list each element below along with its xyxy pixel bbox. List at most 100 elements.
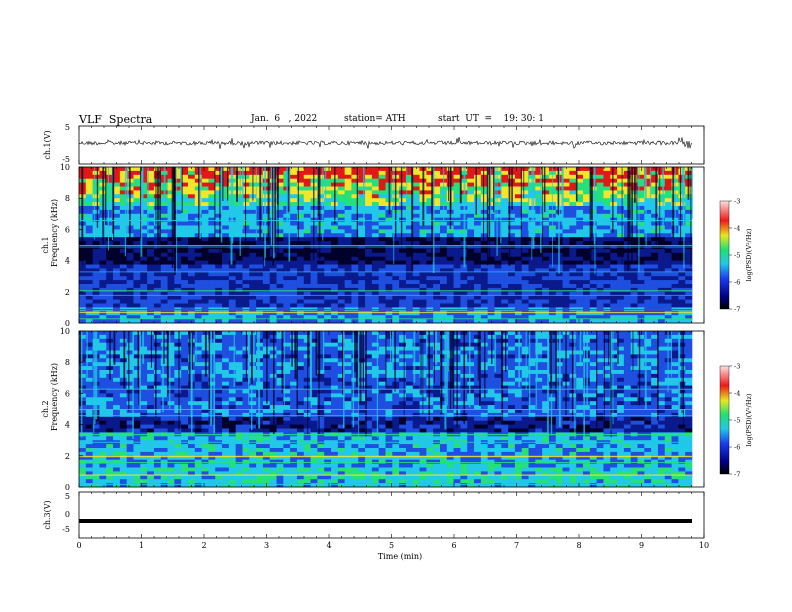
spectrogram-cell (228, 276, 236, 281)
spectrogram-cell (201, 182, 209, 187)
spectrogram-cell (371, 346, 379, 351)
spectrogram-cell (147, 198, 155, 203)
spectrogram-cell (405, 366, 414, 371)
spectrogram-cell (610, 373, 618, 379)
spectrogram-cell (174, 217, 182, 222)
spectrogram-cell (222, 256, 230, 261)
ch1-waveform-ytick-bottom: -5 (62, 155, 70, 164)
spectrogram-cell (194, 311, 202, 316)
spectrogram-cell (426, 315, 434, 320)
spectrogram-cell (385, 303, 393, 308)
spectrogram-cell (671, 366, 679, 371)
spectrogram-cell (208, 315, 216, 320)
spectrogram-cell (119, 190, 127, 195)
spectrogram-cell (446, 291, 454, 296)
spectrogram-cell (596, 213, 604, 218)
spectrogram-cell (365, 241, 373, 246)
spectrogram-cell (215, 295, 223, 300)
spectrogram-cell (201, 198, 209, 203)
spectrogram-cell (262, 272, 271, 277)
spectrogram-cell (365, 366, 373, 371)
spectrogram-cell (283, 358, 291, 363)
spectrogram-cell (521, 248, 529, 254)
spectrogram-cell (358, 225, 366, 230)
spectrogram-cell (235, 303, 243, 308)
spectrogram-cell (337, 280, 345, 285)
spectrogram-cell (167, 276, 175, 281)
spectrogram-cell (399, 334, 407, 340)
spectrogram-cell (419, 272, 427, 277)
spectrogram-cell (385, 248, 393, 254)
spectrogram-cell (514, 311, 523, 316)
spectrogram-cell (596, 311, 604, 316)
spectrogram-cell (106, 276, 114, 281)
spectrogram-cell (630, 342, 638, 347)
spectrogram-cell (596, 272, 604, 277)
sferic-streak (363, 167, 365, 234)
spectrogram-cell (521, 299, 529, 304)
spectrogram-cell (521, 217, 529, 222)
spectrogram-cell (405, 370, 414, 375)
spectrogram-cell (446, 256, 454, 261)
spectrogram-cell (140, 377, 148, 382)
spectrogram-cell (92, 233, 100, 238)
spectrogram-cell (371, 167, 379, 172)
spectrogram-cell (194, 354, 202, 359)
spectrogram-cell (242, 315, 250, 320)
spectrogram-cell (685, 319, 693, 324)
spectrogram-cell (337, 225, 345, 230)
spectrogram-cell (685, 260, 693, 265)
spectrogram-cell (133, 362, 141, 367)
spectrogram-cell (501, 268, 509, 273)
spectrogram-cell (269, 295, 277, 300)
spectrogram-cell (296, 331, 305, 336)
spectrogram-cell (474, 229, 482, 234)
spectrogram-cell (351, 291, 359, 296)
spectrogram-cell (256, 311, 264, 316)
spectrogram-cell (235, 190, 243, 195)
spectrogram-cell (249, 280, 257, 285)
spectrogram-cell (106, 202, 114, 207)
spectrogram-cell (249, 381, 257, 386)
spectrogram-cell (467, 209, 475, 215)
spectrogram-cell (133, 190, 141, 195)
spectrogram-cell (678, 217, 686, 222)
spectrogram-cell (194, 252, 202, 257)
spectrogram-cell (419, 248, 427, 254)
spectrogram-cell (548, 268, 557, 273)
spectrogram-cell (610, 311, 618, 316)
spectrogram-cell (215, 260, 223, 265)
spectrogram-cell (147, 268, 155, 273)
spectrogram-cell (337, 194, 345, 199)
spectrogram-cell (460, 295, 468, 300)
spectrogram-cell (426, 264, 434, 269)
spectrogram-cell (637, 221, 645, 226)
spectrogram-cell (331, 287, 339, 293)
spectrogram-cell (358, 280, 366, 285)
spectrogram-cell (596, 198, 604, 203)
spectrogram-cell (324, 354, 332, 359)
spectrogram-cell (215, 303, 223, 308)
spectrogram-cell (371, 299, 379, 304)
spectrogram-cell (623, 291, 631, 296)
spectrogram-cell (514, 233, 523, 238)
spectrogram-cell (208, 178, 216, 183)
spectrogram-cell (617, 248, 625, 254)
spectrogram-cell (467, 178, 475, 183)
spectrogram-cell (399, 237, 407, 242)
spectrogram-cell (644, 276, 652, 281)
spectrogram-cell (365, 315, 373, 320)
spectrogram-cell (181, 366, 189, 371)
spectrogram-cell (542, 229, 550, 234)
spectrogram-cell (474, 225, 482, 230)
spectrogram-cell (126, 319, 134, 324)
spectrogram-cell (249, 350, 257, 355)
spectrogram-cell (439, 338, 448, 343)
spectrogram-cell (208, 319, 216, 324)
spectrogram-cell (657, 311, 666, 316)
spectrogram-cell (290, 331, 298, 336)
spectrogram-cell (358, 272, 366, 277)
spectrogram-cell (501, 167, 509, 172)
spectrogram-cell (235, 229, 243, 234)
spectrogram-cell (412, 276, 420, 281)
